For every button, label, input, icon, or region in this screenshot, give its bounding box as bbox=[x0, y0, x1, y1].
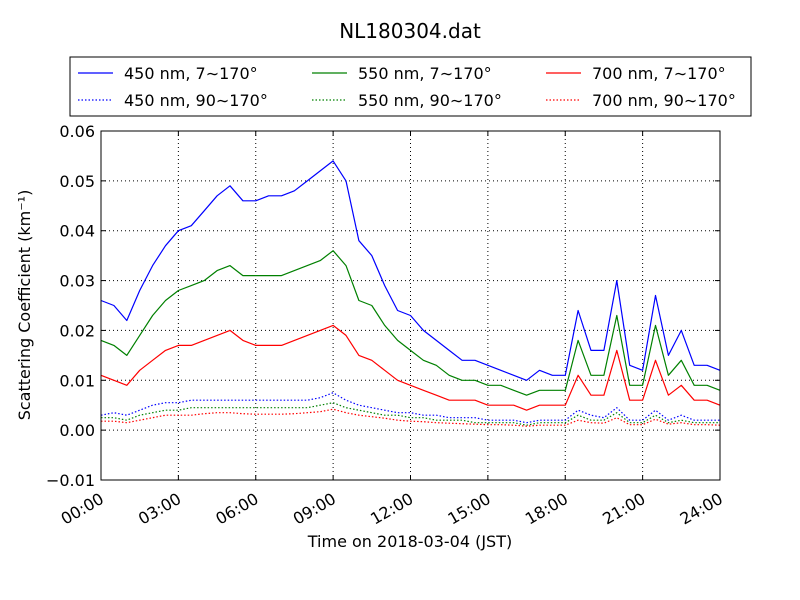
series-lines bbox=[100, 160, 721, 427]
y-tick-label: 0.03 bbox=[59, 272, 95, 291]
y-tick-label: 0.05 bbox=[59, 172, 95, 191]
chart-title: NL180304.dat bbox=[339, 19, 481, 43]
series-line-6 bbox=[101, 408, 721, 427]
series-line-5 bbox=[101, 402, 720, 426]
x-axis-label: Time on 2018-03-04 (JST) bbox=[307, 532, 512, 551]
y-axis-label: Scattering Coefficient (km⁻¹) bbox=[15, 190, 34, 421]
series-line-2 bbox=[100, 250, 721, 396]
legend-box bbox=[69, 56, 752, 117]
legend-label-1: 450 nm, 7∼170° bbox=[124, 64, 258, 83]
legend-label-6: 700 nm, 90∼170° bbox=[592, 91, 736, 110]
legend: 450 nm, 7∼170° 550 nm, 7∼170° 700 nm, 7∼17… bbox=[69, 56, 752, 117]
y-tick-label: 0.06 bbox=[59, 122, 95, 141]
legend-entries: 450 nm, 7∼170° 550 nm, 7∼170° 700 nm, 7∼17… bbox=[78, 64, 736, 110]
legend-label-4: 450 nm, 90∼170° bbox=[124, 91, 268, 110]
legend-label-3: 700 nm, 7∼170° bbox=[592, 64, 726, 83]
series-line-4 bbox=[100, 392, 720, 424]
y-tick-label: 0.04 bbox=[59, 222, 95, 241]
legend-label-2: 550 nm, 7∼170° bbox=[358, 64, 492, 83]
series-line-1 bbox=[100, 160, 721, 381]
legend-label-5: 550 nm, 90∼170° bbox=[358, 91, 502, 110]
series-line-3 bbox=[100, 324, 721, 411]
y-tick-label: 0.01 bbox=[59, 371, 95, 390]
y-tick-label: 0.02 bbox=[59, 321, 95, 340]
y-tick-label: 0.00 bbox=[59, 421, 95, 440]
y-tick-label: −0.01 bbox=[46, 471, 95, 490]
